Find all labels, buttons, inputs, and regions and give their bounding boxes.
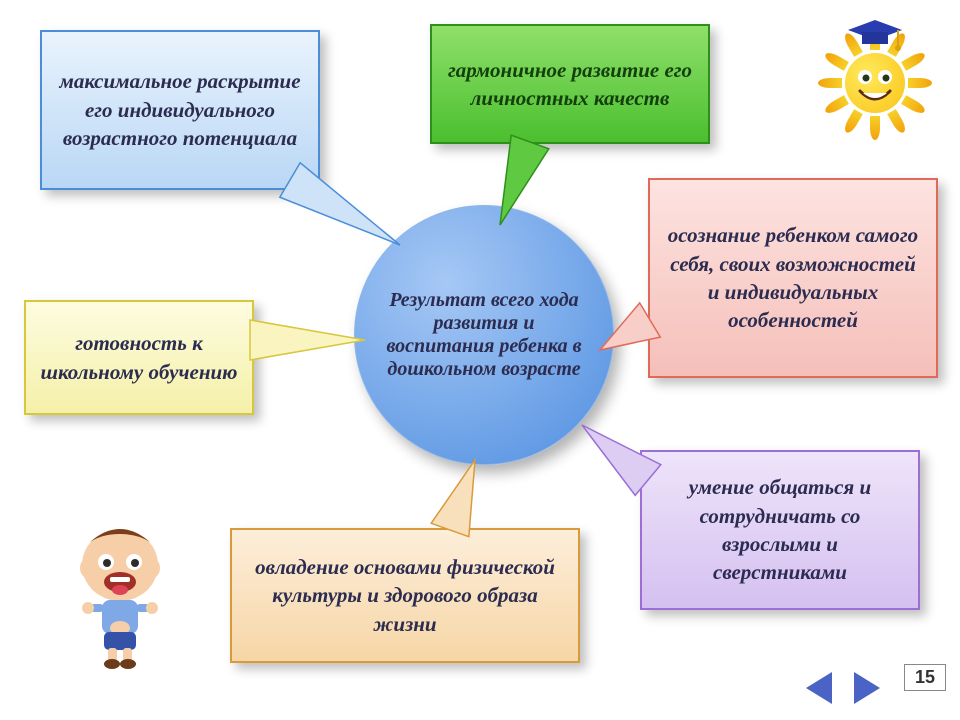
- center-text: Результат всего хода развития и воспитан…: [385, 289, 583, 381]
- page-number: 15: [904, 664, 946, 691]
- callout-right: осознание ребенком самого себя, своих во…: [648, 178, 938, 378]
- sun-face-icon: [845, 53, 905, 113]
- callout-top-left: максимальное раскрытие его индивидуально…: [40, 30, 320, 190]
- callout-text: осознание ребенком самого себя, своих во…: [664, 221, 922, 334]
- prev-slide-button[interactable]: [806, 672, 832, 704]
- graduation-cap-icon: [848, 20, 902, 52]
- center-concept-circle: Результат всего хода развития и воспитан…: [354, 205, 614, 465]
- callout-text: максимальное раскрытие его индивидуально…: [56, 67, 304, 152]
- callout-bottom: овладение основами физической культуры и…: [230, 528, 580, 663]
- callout-text: готовность к школьному обучению: [40, 329, 238, 386]
- callout-tail-left: [250, 320, 365, 360]
- next-slide-button[interactable]: [854, 672, 880, 704]
- callout-top-right: гармоничное развитие его личностных каче…: [430, 24, 710, 144]
- callout-tail-bottom: [431, 460, 475, 537]
- callout-bottom-right: умение общаться и сотрудничать со взросл…: [640, 450, 920, 610]
- sun-graduate-icon: [820, 28, 930, 138]
- callout-text: гармоничное развитие его личностных каче…: [446, 56, 694, 113]
- callout-left: готовность к школьному обучению: [24, 300, 254, 415]
- callout-text: умение общаться и сотрудничать со взросл…: [656, 473, 904, 586]
- boy-cartoon-icon: [60, 520, 180, 670]
- callout-text: овладение основами физической культуры и…: [246, 553, 564, 638]
- page-number-label: 15: [915, 667, 935, 687]
